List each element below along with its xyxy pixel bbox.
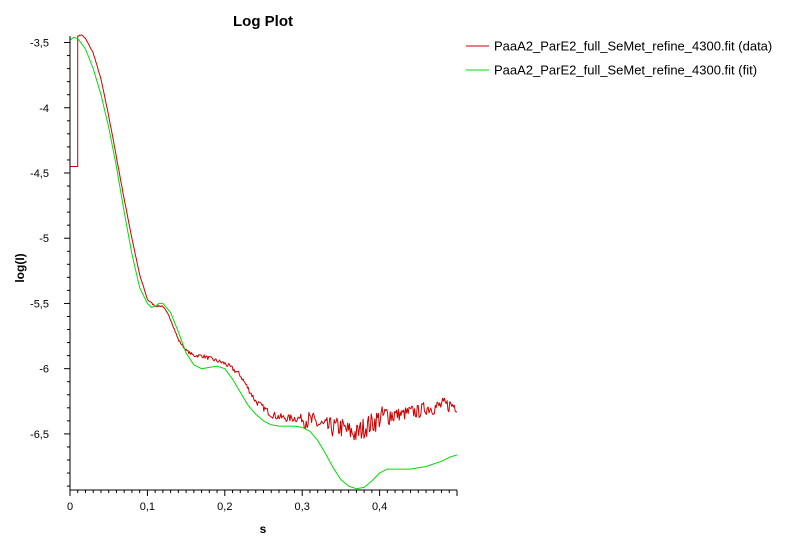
legend-entry-label: PaaA2_ParE2_full_SeMet_refine_4300.fit (…	[494, 39, 772, 54]
x-tick-label: 0,1	[140, 501, 155, 513]
axes: 0 0,1 0,2 0,3 0,4 -3,5 -4 -4,5 -5 -5,5 -6 -6,5	[30, 36, 458, 513]
series-line-data	[70, 34, 457, 441]
chart-title: Log Plot	[233, 13, 293, 30]
x-tick-label: 0,2	[217, 501, 232, 513]
series-line-fit	[70, 36, 457, 490]
legend-entry-label: PaaA2_ParE2_full_SeMet_refine_4300.fit (…	[494, 63, 757, 78]
x-axis-label: s	[260, 522, 267, 536]
legend: PaaA2_ParE2_full_SeMet_refine_4300.fit (…	[466, 39, 772, 78]
x-tick-label: 0	[67, 501, 73, 513]
y-tick-label: -4,5	[30, 168, 49, 180]
y-tick-label: -6	[39, 364, 49, 376]
x-tick-label: 0,4	[372, 501, 387, 513]
y-axis-label: log(I)	[13, 253, 27, 282]
y-tick-label: -3,5	[30, 38, 49, 50]
y-tick-label: -5	[39, 233, 49, 245]
x-tick-label: 0,3	[295, 501, 310, 513]
y-tick-label: -5,5	[30, 298, 49, 310]
y-tick-label: -6,5	[30, 429, 49, 441]
plot-area	[70, 34, 457, 490]
y-tick-label: -4	[39, 103, 49, 115]
